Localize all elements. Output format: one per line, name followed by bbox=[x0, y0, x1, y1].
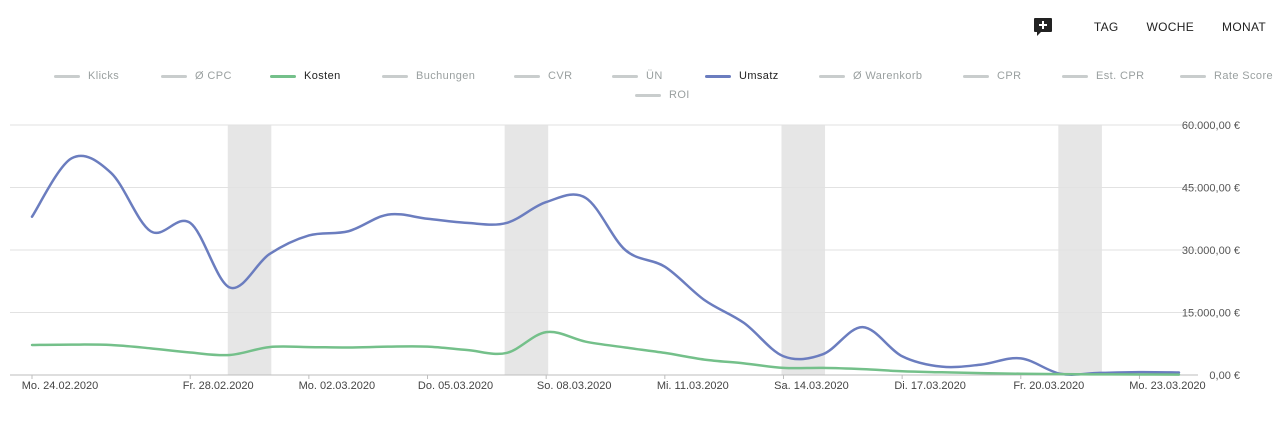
legend-swatch bbox=[270, 74, 296, 78]
x-tick-label: Mi. 11.03.2020 bbox=[657, 380, 729, 392]
x-tick-label: Mo. 24.02.2020 bbox=[22, 380, 98, 392]
x-tick-label: So. 08.03.2020 bbox=[537, 380, 612, 392]
legend-item-un[interactable]: ÜN bbox=[612, 70, 663, 82]
legend-item-cpr[interactable]: CPR bbox=[963, 70, 1021, 82]
legend-item-cvr[interactable]: CVR bbox=[514, 70, 572, 82]
legend-swatch bbox=[635, 93, 661, 97]
legend-item-est-cpr[interactable]: Est. CPR bbox=[1062, 70, 1144, 82]
legend-item-roi[interactable]: ROI bbox=[635, 89, 690, 101]
range-monat-button[interactable]: MONAT bbox=[1222, 20, 1266, 34]
y-tick-label: 45.000,00 € bbox=[1182, 183, 1240, 195]
range-tag-button[interactable]: TAG bbox=[1093, 20, 1119, 34]
y-tick-label: 30.000,00 € bbox=[1182, 245, 1240, 257]
legend-item-cpc[interactable]: Ø CPC bbox=[161, 70, 232, 82]
legend-swatch bbox=[54, 74, 80, 78]
legend-item-warenkorb[interactable]: Ø Warenkorb bbox=[819, 70, 922, 82]
legend-swatch bbox=[705, 74, 731, 78]
legend-swatch bbox=[1062, 74, 1088, 78]
legend-swatch bbox=[161, 74, 187, 78]
legend-swatch bbox=[1180, 74, 1206, 78]
legend-swatch bbox=[382, 74, 408, 78]
series-line-kosten bbox=[30, 330, 1181, 376]
series-line-umsatz bbox=[30, 154, 1181, 376]
x-tick-label: Fr. 20.03.2020 bbox=[1013, 380, 1084, 392]
legend-swatch bbox=[819, 74, 845, 78]
x-tick-label: Do. 05.03.2020 bbox=[418, 380, 493, 392]
add-comment-icon[interactable] bbox=[1032, 16, 1054, 38]
legend-swatch bbox=[612, 74, 638, 78]
legend-swatch bbox=[514, 74, 540, 78]
y-tick-label: 60.000,00 € bbox=[1182, 120, 1240, 132]
x-tick-label: Sa. 14.03.2020 bbox=[774, 380, 849, 392]
legend-item-buchungen[interactable]: Buchungen bbox=[382, 70, 475, 82]
x-tick-label: Mo. 23.03.2020 bbox=[1129, 380, 1205, 392]
y-tick-label: 0,00 € bbox=[1209, 370, 1240, 382]
legend-item-umsatz[interactable]: Umsatz bbox=[705, 70, 779, 82]
x-tick-label: Di. 17.03.2020 bbox=[894, 380, 966, 392]
range-woche-button[interactable]: WOCHE bbox=[1146, 20, 1195, 34]
x-tick-label: Fr. 28.02.2020 bbox=[183, 380, 254, 392]
legend-item-kosten[interactable]: Kosten bbox=[270, 70, 341, 82]
legend-item-klicks[interactable]: Klicks bbox=[54, 70, 119, 82]
legend-item-rate-score[interactable]: Rate Score bbox=[1180, 70, 1273, 82]
x-tick-label: Mo. 02.03.2020 bbox=[299, 380, 375, 392]
y-tick-label: 15.000,00 € bbox=[1182, 308, 1240, 320]
toolbar: TAG WOCHE MONAT bbox=[1032, 14, 1280, 40]
legend-swatch bbox=[963, 74, 989, 78]
